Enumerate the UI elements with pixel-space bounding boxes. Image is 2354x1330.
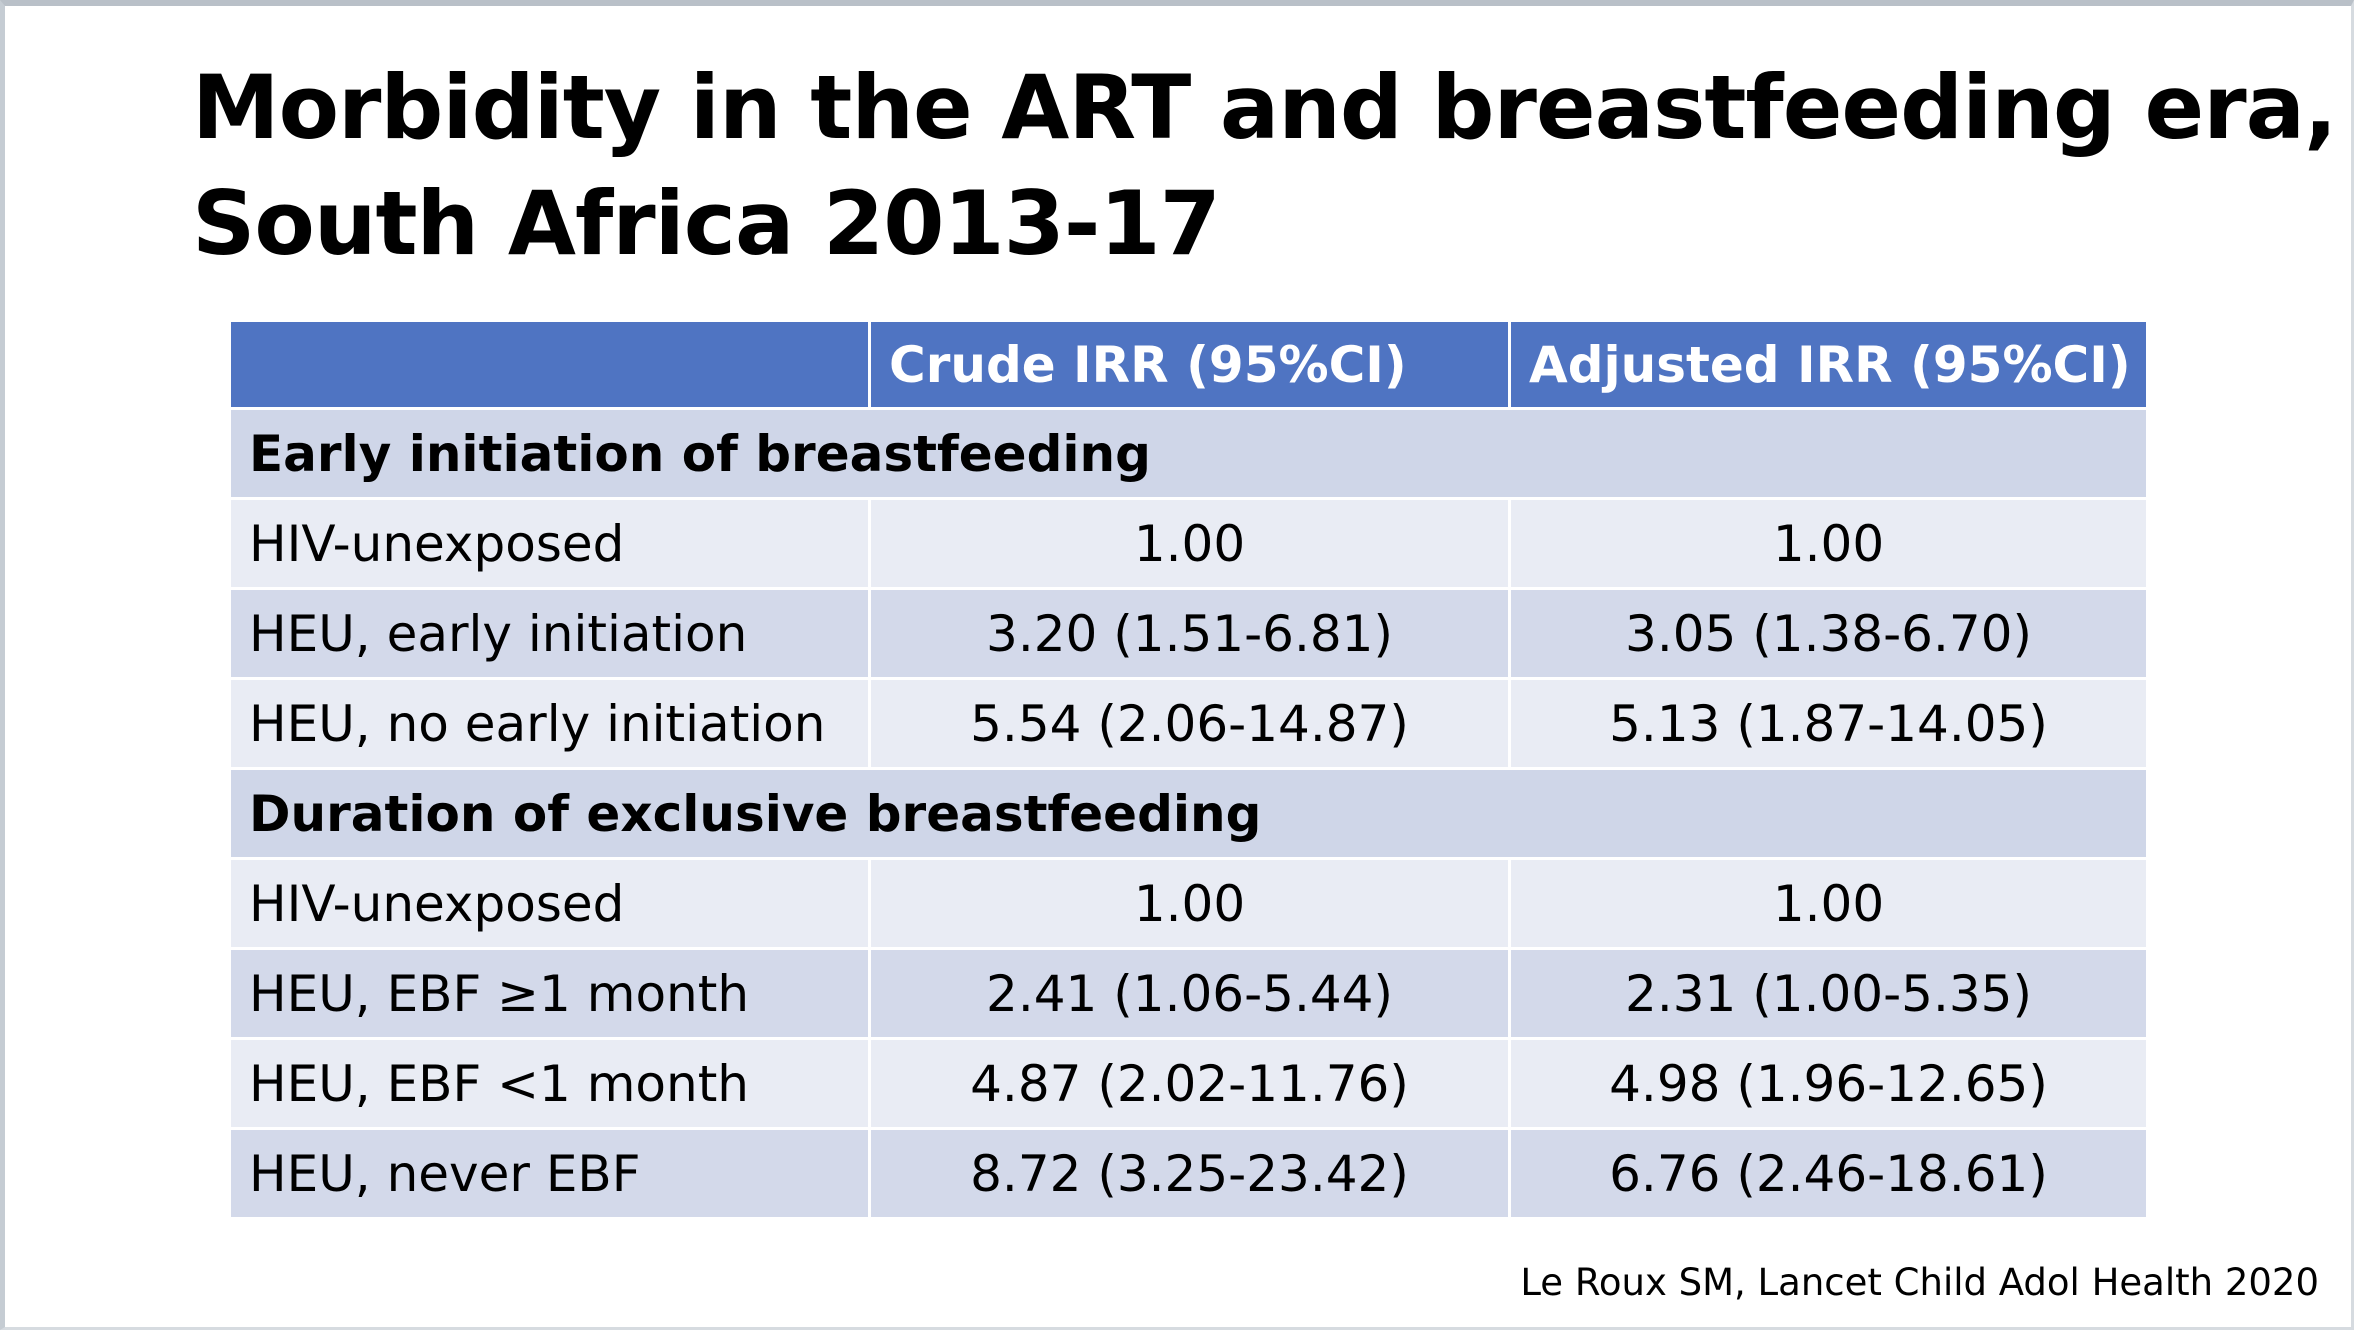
citation: Le Roux SM, Lancet Child Adol Health 202… xyxy=(1520,1261,2319,1304)
table-row: HEU, early initiation 3.20 (1.51-6.81) 3… xyxy=(228,587,2149,680)
table-row: HEU, EBF <1 month 4.87 (2.02-11.76) 4.98… xyxy=(228,1037,2149,1130)
crude-irr-cell: 1.00 xyxy=(868,497,1511,590)
slide-title: Morbidity in the ART and breastfeeding e… xyxy=(192,50,2337,282)
section-row-exclusive-duration: Duration of exclusive breastfeeding xyxy=(228,767,2149,860)
adjusted-irr-cell: 5.13 (1.87-14.05) xyxy=(1508,677,2149,770)
adjusted-irr-cell: 6.76 (2.46-18.61) xyxy=(1508,1127,2149,1220)
adjusted-irr-cell: 1.00 xyxy=(1508,857,2149,950)
crude-irr-cell: 3.20 (1.51-6.81) xyxy=(868,587,1511,680)
row-label: HIV-unexposed xyxy=(228,497,871,590)
crude-irr-cell: 2.41 (1.06-5.44) xyxy=(868,947,1511,1040)
adjusted-irr-cell: 1.00 xyxy=(1508,497,2149,590)
crude-irr-cell: 8.72 (3.25-23.42) xyxy=(868,1127,1511,1220)
results-table: Crude IRR (95%CI) Adjusted IRR (95%CI) E… xyxy=(228,319,2149,1220)
adjusted-irr-cell: 4.98 (1.96-12.65) xyxy=(1508,1037,2149,1130)
row-label: HEU, early initiation xyxy=(228,587,871,680)
results-table-container: Crude IRR (95%CI) Adjusted IRR (95%CI) E… xyxy=(228,319,2149,1220)
row-label-prefix: HEU, EBF xyxy=(249,964,498,1023)
header-blank xyxy=(228,319,871,410)
table-row: HIV-unexposed 1.00 1.00 xyxy=(228,857,2149,950)
table-row: HEU, no early initiation 5.54 (2.06-14.8… xyxy=(228,677,2149,770)
section-title: Early initiation of breastfeeding xyxy=(228,407,2149,500)
section-row-early-initiation: Early initiation of breastfeeding xyxy=(228,407,2149,500)
row-label-suffix: month xyxy=(570,964,750,1023)
table-row: HEU, never EBF 8.72 (3.25-23.42) 6.76 (2… xyxy=(228,1127,2149,1220)
table-header-row: Crude IRR (95%CI) Adjusted IRR (95%CI) xyxy=(228,319,2149,410)
crude-irr-cell: 4.87 (2.02-11.76) xyxy=(868,1037,1511,1130)
row-label: HEU, never EBF xyxy=(228,1127,871,1220)
slide-title-line-1: Morbidity in the ART and breastfeeding e… xyxy=(192,56,2337,159)
crude-irr-cell: 1.00 xyxy=(868,857,1511,950)
header-adjusted-irr: Adjusted IRR (95%CI) xyxy=(1508,319,2149,410)
row-label-ge: ≥1 xyxy=(497,964,571,1023)
table-row: HEU, EBF ≥1 month 2.41 (1.06-5.44) 2.31 … xyxy=(228,947,2149,1040)
table-row: HIV-unexposed 1.00 1.00 xyxy=(228,497,2149,590)
section-title: Duration of exclusive breastfeeding xyxy=(228,767,2149,860)
adjusted-irr-cell: 3.05 (1.38-6.70) xyxy=(1508,587,2149,680)
row-label: HEU, no early initiation xyxy=(228,677,871,770)
adjusted-irr-cell: 2.31 (1.00-5.35) xyxy=(1508,947,2149,1040)
row-label: HEU, EBF <1 month xyxy=(228,1037,871,1130)
crude-irr-cell: 5.54 (2.06-14.87) xyxy=(868,677,1511,770)
row-label: HEU, EBF ≥1 month xyxy=(228,947,871,1040)
slide-title-line-2: South Africa 2013-17 xyxy=(192,172,1221,275)
row-label: HIV-unexposed xyxy=(228,857,871,950)
header-crude-irr: Crude IRR (95%CI) xyxy=(868,319,1511,410)
